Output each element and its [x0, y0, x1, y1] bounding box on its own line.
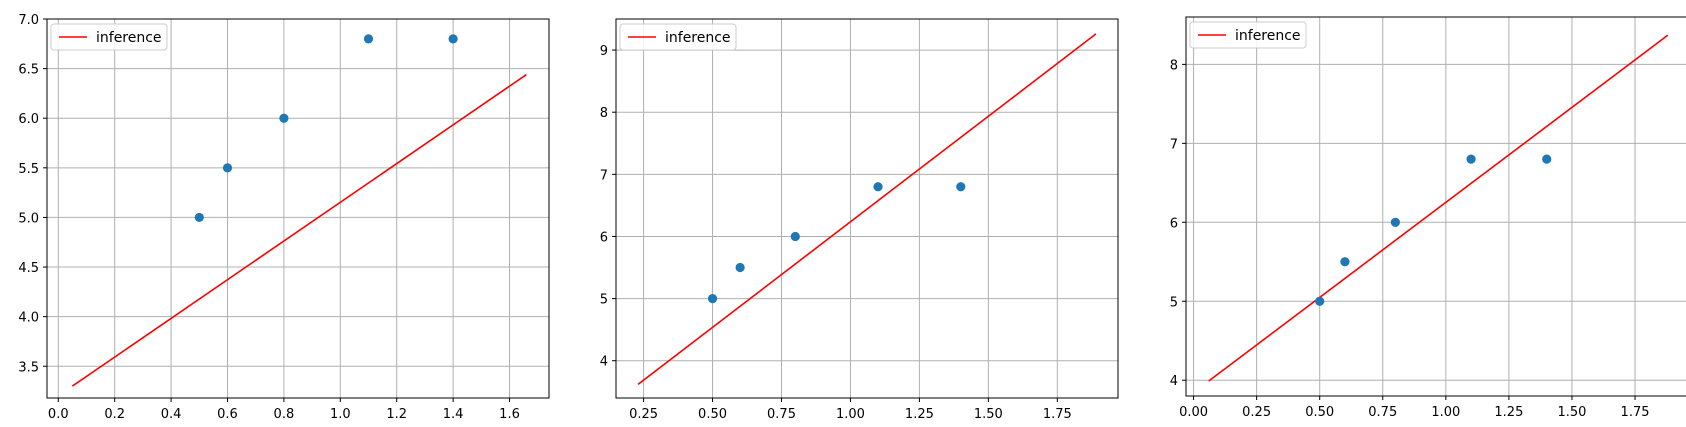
y-tick-label: 5.5: [18, 162, 39, 177]
inference-line: [637, 33, 1097, 385]
x-tick-label: 0.75: [1368, 405, 1397, 420]
legend: inference: [50, 23, 168, 51]
scatter-point: [1315, 296, 1325, 306]
scatter-point: [222, 163, 233, 173]
y-tick-label: 3.5: [18, 360, 39, 375]
y-tick-label: 6.5: [18, 63, 39, 78]
y-tick-label: 4: [1170, 374, 1178, 389]
x-tick-label: 1.50: [974, 407, 1003, 422]
plot-area: [1186, 17, 1686, 396]
x-tick-label: 1.75: [1621, 405, 1650, 420]
x-tick-label: 0.75: [767, 407, 796, 422]
x-tick-label: 0.8: [274, 407, 295, 422]
legend-box: [50, 23, 168, 51]
x-tick-label: 1.00: [836, 407, 865, 422]
inference-line: [71, 73, 527, 387]
legend-box: [1189, 21, 1307, 49]
scatter-point: [279, 113, 289, 123]
inference-line: [1208, 34, 1669, 382]
scatter-point: [363, 34, 374, 44]
y-tick-label: 7.0: [18, 13, 39, 28]
y-tick-label: 5: [1170, 295, 1178, 310]
legend-label: inference: [1235, 28, 1301, 44]
y-tick-label: 7: [600, 168, 608, 183]
plot-area: [47, 19, 549, 398]
scatter-point: [1390, 217, 1400, 227]
x-tick-label: 0.0: [48, 407, 69, 422]
axes-frame: [1185, 16, 1686, 397]
x-tick-label: 0.6: [217, 407, 238, 422]
y-tick-label: 8: [1170, 58, 1178, 73]
legend: inference: [619, 23, 737, 51]
x-tick-label: 0.50: [1305, 405, 1334, 420]
x-tick-label: 0.25: [1242, 405, 1271, 420]
subplot-1: 0.0 0.2 0.4 0.6 0.8 1.0 1.2 1.4 1.6 3.5 4.0 4.5 5.0 5…: [18, 13, 550, 422]
x-tick-label: 1.0: [330, 407, 351, 422]
scatter-point: [735, 262, 745, 273]
x-tick-label: 0.50: [698, 407, 727, 422]
scatter-point: [1340, 257, 1350, 267]
y-tick-label: 8: [600, 106, 608, 121]
x-tick-label: 0.00: [1179, 405, 1208, 420]
x-tick-label: 0.25: [629, 407, 658, 422]
x-tick-label: 1.00: [1431, 405, 1460, 420]
legend: inference: [1189, 21, 1307, 49]
scatter-point: [1466, 154, 1476, 164]
y-tick-label: 4.0: [18, 311, 39, 326]
y-tick-label: 9: [600, 44, 608, 59]
y-tick-label: 4: [600, 355, 608, 370]
axes-frame: [46, 18, 550, 399]
x-tick-label: 1.75: [1043, 407, 1072, 422]
y-tick-label: 5: [600, 293, 608, 308]
x-tick-label: 1.25: [1494, 405, 1523, 420]
x-tick-label: 0.2: [104, 407, 125, 422]
axes-frame: [615, 18, 1119, 399]
scatter-point: [1542, 154, 1552, 164]
scatter-point: [956, 182, 966, 192]
scatter-point: [194, 212, 204, 223]
x-tick-label: 1.4: [443, 407, 464, 422]
subplot-2: 0.25 0.50 0.75 1.00 1.25 1.50 1.75 4 5 6 7 8 9 infere…: [600, 18, 1119, 422]
scatter-point: [448, 34, 458, 44]
scatter-point: [873, 182, 883, 192]
x-tick-label: 1.50: [1557, 405, 1586, 420]
subplot-3: 0.00 0.25 0.50 0.75 1.00 1.25 1.50 1.75 4 5 6 7 8 inf…: [1170, 16, 1686, 420]
y-tick-label: 6: [600, 230, 608, 245]
y-tick-label: 7: [1170, 137, 1178, 152]
legend-label: inference: [96, 30, 162, 46]
y-tick-label: 6.0: [18, 112, 39, 127]
x-tick-label: 1.2: [386, 407, 407, 422]
legend-label: inference: [665, 30, 731, 46]
x-tick-label: 0.4: [161, 407, 182, 422]
scatter-point: [707, 293, 718, 304]
y-tick-label: 5.0: [18, 211, 39, 226]
legend-box: [619, 23, 737, 51]
y-tick-label: 4.5: [18, 261, 39, 276]
x-tick-label: 1.25: [905, 407, 934, 422]
scatter-point: [790, 231, 800, 242]
x-tick-label: 1.6: [499, 407, 520, 422]
y-tick-label: 6: [1170, 216, 1178, 231]
